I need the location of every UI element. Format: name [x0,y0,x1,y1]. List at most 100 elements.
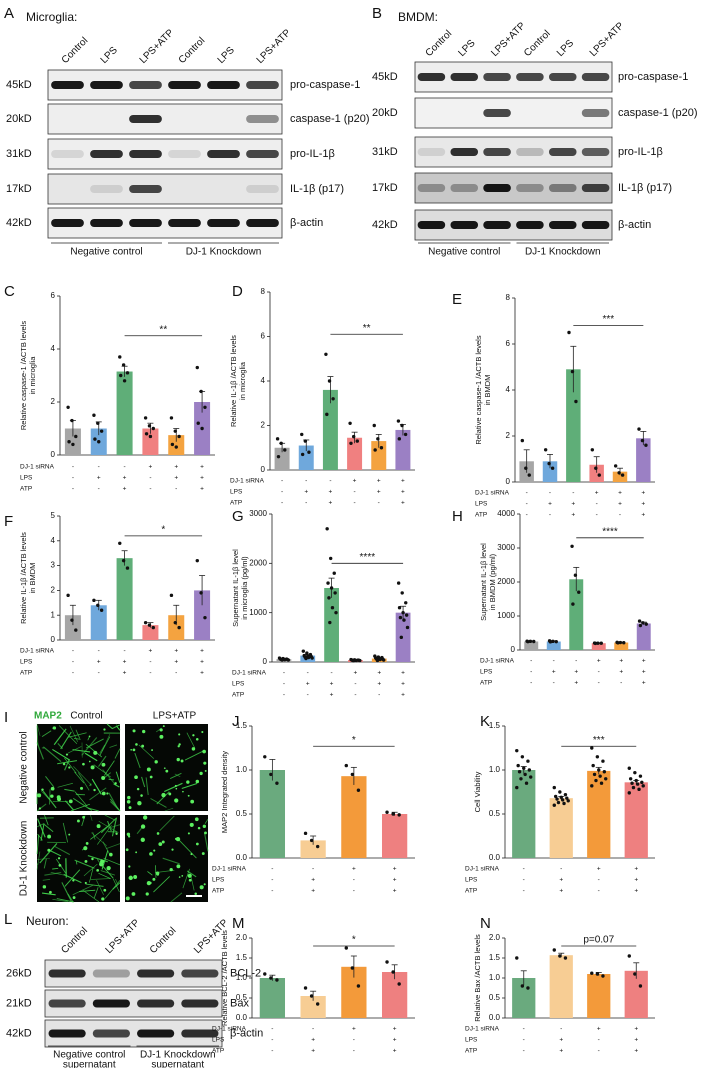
data-point [590,746,594,750]
significance-label: **** [360,552,376,563]
neurite [90,878,111,880]
data-point [644,443,648,447]
data-point [96,421,100,425]
lane-label: Control [522,28,553,59]
data-point [306,655,311,660]
bar [168,435,185,455]
condition-mark: - [526,512,528,519]
size-label: 42kD [6,217,32,229]
soma [177,745,180,748]
neurite [43,858,47,869]
protein-label: BCL-2 [230,967,261,979]
soma [135,851,138,854]
condition-mark: + [311,1048,315,1055]
neurite [54,846,71,856]
data-point [627,766,631,770]
data-point [327,379,332,383]
data-point [590,971,594,975]
error-bar [199,575,206,606]
soma [114,782,117,785]
micrograph [125,815,208,902]
condition-mark: + [559,877,563,884]
data-point [350,966,355,970]
data-point [402,618,406,622]
band [581,221,610,229]
condition-mark: + [352,866,356,873]
condition-label: DJ-1 siRNA [232,670,267,677]
lane-label: LPS+ATP [104,917,143,956]
condition-mark: - [271,1048,273,1055]
neurite [153,876,170,893]
data-point [349,441,353,445]
condition-mark: - [596,512,598,519]
group-label: supernatant [151,1060,204,1068]
blot-title: BMDM: [398,10,438,24]
condition-mark: - [530,680,532,687]
data-point [400,591,404,595]
soma [159,734,164,739]
soma [93,788,96,792]
soma [135,743,138,746]
condition-mark: + [552,669,556,676]
data-point [275,437,280,441]
neurite [138,744,155,759]
neurite [69,725,79,742]
condition-mark: + [200,670,204,677]
soma [202,824,207,829]
lane-label: Control [148,925,179,956]
data-point [391,970,395,974]
neurite [56,898,74,903]
data-point [174,445,178,449]
data-point [558,954,562,958]
data-point [596,641,600,645]
data-point [66,405,70,409]
band [417,184,446,192]
protein-label: β-actin [618,219,651,231]
condition-mark: - [596,501,598,508]
data-point [144,432,149,436]
condition-mark: + [200,659,204,666]
neurite [98,755,107,767]
soma [195,737,199,741]
condition-mark: - [598,669,600,676]
condition-mark: + [619,658,623,665]
protein-label: IL-1β (p17) [618,182,672,194]
data-point [147,623,152,627]
condition-mark: + [200,486,204,493]
neurite [164,807,174,812]
neurite [45,776,55,788]
data-point [515,785,519,790]
data-point [634,778,638,783]
y-tick-label: 2.0 [236,933,248,942]
y-tick-label: 1000 [497,611,515,620]
soma [65,753,69,756]
bar [322,389,338,470]
significance-label: *** [602,314,614,325]
band [483,148,511,156]
data-point [309,838,314,843]
y-tick-label: 2000 [249,558,267,567]
size-label: 31kD [372,146,398,158]
condition-mark: + [123,486,127,493]
size-label: 20kD [372,107,398,119]
condition-mark: + [641,501,645,508]
condition-mark: + [401,692,405,699]
neurite [108,792,119,810]
data-point [637,427,641,431]
error-bar [520,970,527,986]
data-point [520,755,525,759]
data-point [558,790,562,794]
soma [72,879,75,882]
y-axis-label: MAP2 Integrated density [220,751,229,833]
data-point [527,473,531,477]
soma [131,892,136,896]
condition-mark: - [283,670,285,677]
condition-mark: - [281,478,283,485]
data-point [565,796,569,800]
soma [140,837,145,842]
data-point [616,641,620,645]
bar [347,437,363,470]
data-point [556,800,561,805]
soma [174,798,179,803]
condition-mark: + [174,464,178,471]
